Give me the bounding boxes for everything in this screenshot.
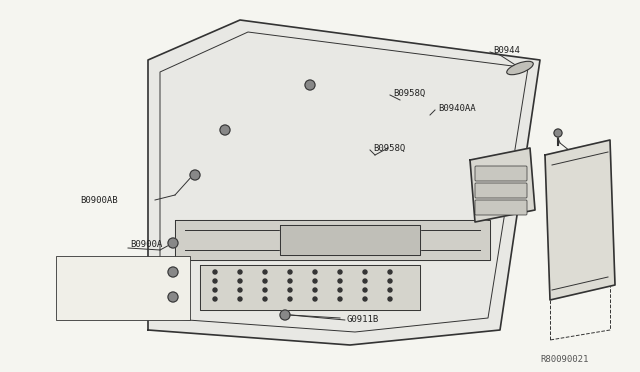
Circle shape (168, 292, 178, 302)
Text: G0911B: G0911B (347, 315, 380, 324)
Text: B0961(LH): B0961(LH) (568, 189, 613, 198)
Circle shape (288, 279, 292, 283)
Circle shape (388, 279, 392, 283)
Text: B0900AB: B0900AB (80, 196, 118, 205)
Text: B0958Q: B0958Q (373, 144, 405, 153)
Text: B0900A: B0900A (130, 266, 163, 275)
Text: B0940A: B0940A (577, 151, 609, 160)
Text: B0900(RH): B0900(RH) (62, 262, 109, 270)
Circle shape (288, 288, 292, 292)
Text: R80090021: R80090021 (540, 356, 588, 365)
Circle shape (288, 270, 292, 274)
Text: B0901(LH): B0901(LH) (62, 273, 109, 282)
Circle shape (363, 270, 367, 274)
Circle shape (305, 80, 315, 90)
Circle shape (263, 297, 267, 301)
Circle shape (388, 270, 392, 274)
Circle shape (338, 297, 342, 301)
FancyBboxPatch shape (475, 166, 527, 181)
Circle shape (168, 238, 178, 248)
Polygon shape (148, 20, 540, 345)
Circle shape (313, 288, 317, 292)
FancyBboxPatch shape (475, 183, 527, 198)
Circle shape (213, 279, 217, 283)
Text: B0958Q: B0958Q (393, 89, 425, 97)
Circle shape (280, 310, 290, 320)
Polygon shape (545, 140, 615, 300)
Circle shape (313, 270, 317, 274)
Text: B0960(RH): B0960(RH) (568, 177, 613, 186)
Circle shape (263, 288, 267, 292)
Circle shape (263, 279, 267, 283)
Polygon shape (175, 220, 490, 260)
Circle shape (168, 267, 178, 277)
Text: B0940AA: B0940AA (438, 103, 476, 112)
Circle shape (363, 279, 367, 283)
Circle shape (554, 129, 562, 137)
Circle shape (338, 288, 342, 292)
Circle shape (388, 288, 392, 292)
Circle shape (238, 288, 242, 292)
Circle shape (213, 288, 217, 292)
FancyBboxPatch shape (475, 200, 527, 215)
Text: B0944: B0944 (493, 45, 520, 55)
Circle shape (263, 270, 267, 274)
Circle shape (363, 297, 367, 301)
Circle shape (388, 297, 392, 301)
Ellipse shape (507, 61, 533, 75)
Text: B0900A: B0900A (130, 240, 163, 248)
Circle shape (313, 279, 317, 283)
Circle shape (213, 297, 217, 301)
Circle shape (190, 170, 200, 180)
Circle shape (238, 270, 242, 274)
Circle shape (313, 297, 317, 301)
Polygon shape (200, 265, 420, 310)
Circle shape (238, 297, 242, 301)
Text: B0900AA: B0900AA (128, 291, 166, 299)
Circle shape (338, 270, 342, 274)
Circle shape (288, 297, 292, 301)
Circle shape (363, 288, 367, 292)
Polygon shape (470, 148, 535, 222)
Circle shape (213, 270, 217, 274)
Circle shape (220, 125, 230, 135)
Circle shape (338, 279, 342, 283)
FancyBboxPatch shape (56, 256, 190, 320)
Polygon shape (280, 225, 420, 255)
Circle shape (238, 279, 242, 283)
